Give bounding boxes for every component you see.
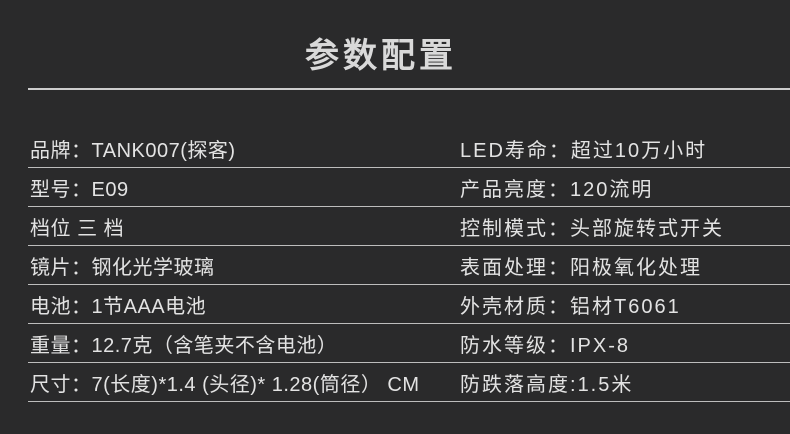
spec-value: IPX-8 xyxy=(570,334,631,357)
spec-row-5: 电池：1节AAA电池 外壳材质：铝材T6061 xyxy=(28,285,790,324)
spec-lens: 镜片：钢化光学玻璃 xyxy=(28,251,460,280)
spec-value: 120流明 xyxy=(570,178,654,201)
spec-label: 电池： xyxy=(30,295,92,318)
spec-label: LED寿命： xyxy=(460,139,571,162)
spec-value: 1.5米 xyxy=(577,373,634,396)
spec-table: 品牌：TANK007(探客) LED寿命：超过10万小时 型号：E09 产品亮度… xyxy=(28,129,790,402)
spec-model: 型号：E09 xyxy=(28,173,460,202)
spec-row-1: 品牌：TANK007(探客) LED寿命：超过10万小时 xyxy=(28,129,790,168)
section-header: 参数配置 xyxy=(0,0,790,79)
spec-label: 档位 xyxy=(30,217,78,240)
spec-value: 12.7克（含笔夹不含电池） xyxy=(91,334,338,357)
spec-value: 三 档 xyxy=(77,217,125,240)
spec-label: 镜片： xyxy=(30,256,92,279)
spec-row-2: 型号：E09 产品亮度：120流明 xyxy=(28,168,790,207)
spec-label: 品牌： xyxy=(30,139,92,162)
spec-value: 铝材T6061 xyxy=(570,295,681,318)
spec-row-3: 档位 三 档 控制模式：头部旋转式开关 xyxy=(28,207,790,246)
spec-value: 头部旋转式开关 xyxy=(570,217,724,240)
spec-waterproof-rating: 防水等级：IPX-8 xyxy=(460,329,790,358)
spec-label: 防水等级： xyxy=(460,334,570,357)
spec-value: 钢化光学玻璃 xyxy=(91,256,215,279)
spec-led-life: LED寿命：超过10万小时 xyxy=(460,134,790,163)
spec-control-mode: 控制模式：头部旋转式开关 xyxy=(460,212,790,241)
spec-modes: 档位 三 档 xyxy=(28,212,460,241)
spec-label: 控制模式： xyxy=(460,217,570,240)
spec-body-material: 外壳材质：铝材T6061 xyxy=(460,290,790,319)
spec-label: 重量： xyxy=(30,334,92,357)
spec-row-7: 尺寸：7(长度)*1.4 (头径)* 1.28(筒径） CM 防跌落高度:1.5… xyxy=(28,363,790,402)
spec-value: 1节AAA电池 xyxy=(91,295,207,318)
spec-battery: 电池：1节AAA电池 xyxy=(28,290,460,319)
title-divider xyxy=(28,88,790,90)
spec-weight: 重量：12.7克（含笔夹不含电池） xyxy=(28,329,460,358)
spec-value: 阳极氧化处理 xyxy=(570,256,702,279)
spec-brand: 品牌：TANK007(探客) xyxy=(28,134,460,163)
spec-value: 7(长度)*1.4 (头径)* 1.28(筒径） CM xyxy=(91,373,420,396)
page-title: 参数配置 xyxy=(305,37,457,75)
spec-label: 外壳材质： xyxy=(460,295,570,318)
spec-label: 尺寸： xyxy=(30,373,92,396)
spec-brightness: 产品亮度：120流明 xyxy=(460,173,790,202)
spec-value: 超过10万小时 xyxy=(570,139,708,162)
spec-label: 产品亮度： xyxy=(460,178,570,201)
spec-label: 表面处理： xyxy=(460,256,570,279)
spec-row-6: 重量：12.7克（含笔夹不含电池） 防水等级：IPX-8 xyxy=(28,324,790,363)
spec-value: E09 xyxy=(91,178,129,201)
spec-label: 型号： xyxy=(30,178,92,201)
spec-label: 防跌落高度: xyxy=(460,373,578,396)
spec-drop-resistance: 防跌落高度:1.5米 xyxy=(460,368,790,397)
spec-value: TANK007(探客) xyxy=(91,139,236,162)
spec-row-4: 镜片：钢化光学玻璃 表面处理：阳极氧化处理 xyxy=(28,246,790,285)
spec-dimensions: 尺寸：7(长度)*1.4 (头径)* 1.28(筒径） CM xyxy=(28,368,460,397)
spec-surface-finish: 表面处理：阳极氧化处理 xyxy=(460,251,790,280)
